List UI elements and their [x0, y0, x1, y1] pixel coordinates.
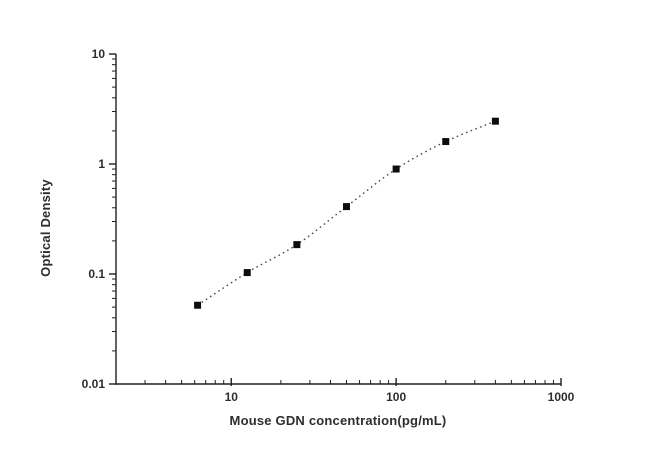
data-point-marker [293, 241, 301, 249]
standard-curve-dotted-line [197, 120, 496, 306]
data-point-marker [342, 203, 350, 211]
plot-area: 10 100 1000 10 1 0.1 0.01 [82, 47, 575, 404]
data-point-marker [392, 165, 400, 173]
y-tick-label: 10 [92, 47, 106, 61]
x-tick-label: 10 [225, 390, 239, 404]
data-point-marker [243, 269, 251, 277]
x-axis-title: Mouse GDN concentration(pg/mL) [230, 413, 447, 428]
y-tick-label: 1 [98, 157, 105, 171]
x-tick-label: 1000 [548, 390, 575, 404]
y-tick-label: 0.01 [82, 377, 106, 391]
x-tick-label: 100 [386, 390, 406, 404]
y-tick-label: 0.1 [88, 267, 105, 281]
y-axis-title: Optical Density [38, 179, 53, 277]
data-point-marker [442, 138, 450, 146]
data-point-marker [491, 117, 499, 125]
data-point-marker [194, 301, 202, 309]
